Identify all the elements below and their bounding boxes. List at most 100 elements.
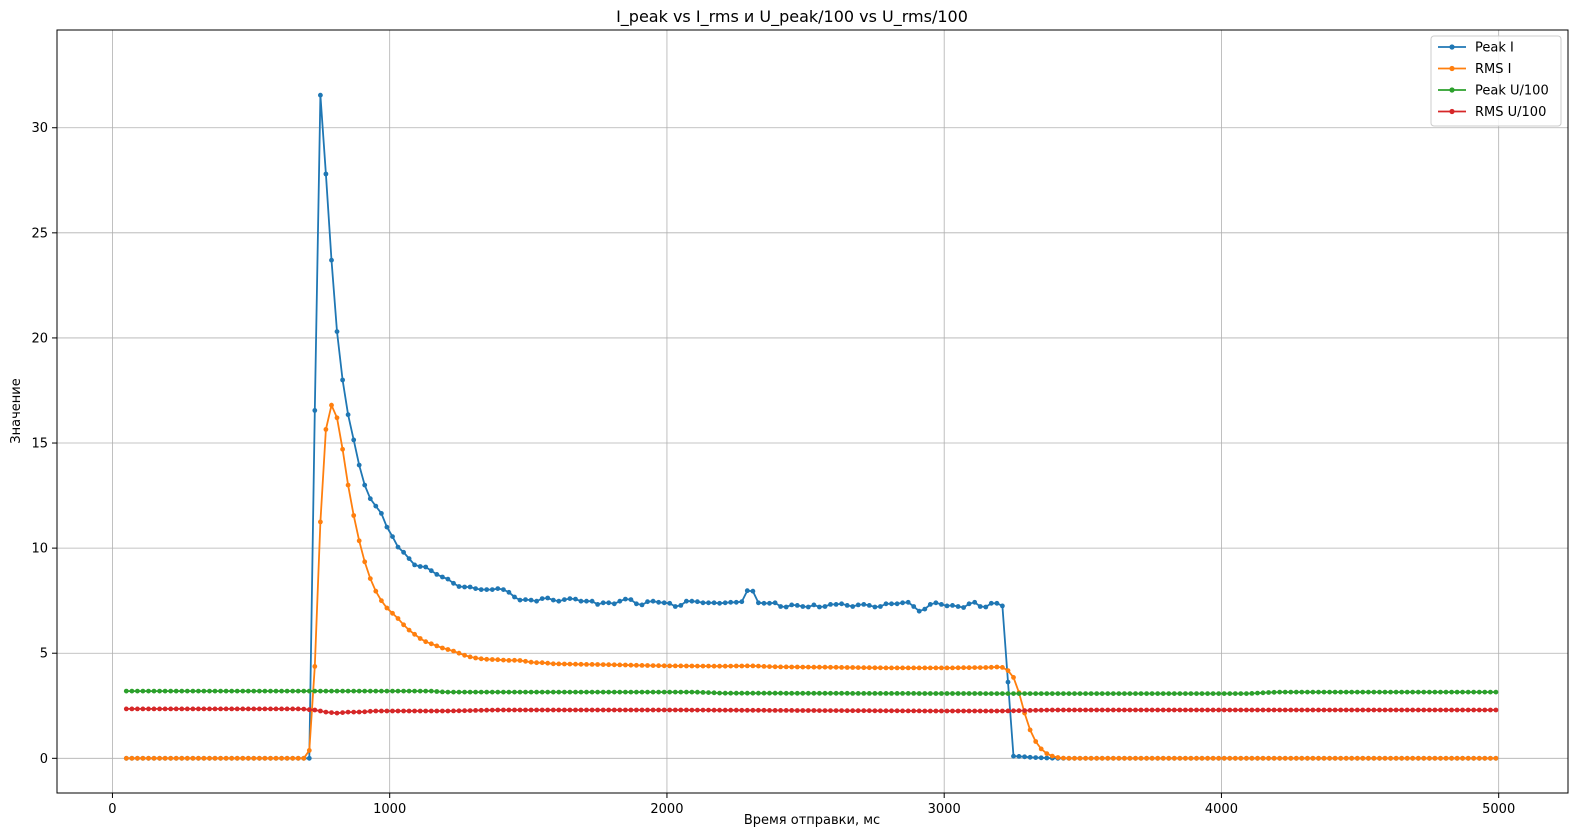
data-point	[1011, 753, 1016, 759]
data-point	[462, 584, 467, 590]
legend-marker	[1449, 65, 1455, 72]
data-point	[173, 706, 179, 712]
data-point	[1094, 691, 1100, 696]
data-point	[451, 708, 456, 714]
data-point	[767, 664, 772, 669]
data-point	[406, 556, 412, 561]
data-point	[761, 707, 767, 713]
data-point	[634, 662, 639, 668]
data-point	[728, 599, 734, 605]
data-point	[207, 755, 212, 761]
data-point	[672, 604, 678, 609]
data-point	[434, 708, 440, 714]
data-point	[1116, 707, 1122, 713]
data-point	[1049, 707, 1055, 713]
data-point	[634, 689, 639, 695]
data-point	[534, 707, 539, 713]
data-point	[1049, 691, 1055, 696]
data-point	[889, 691, 894, 696]
data-point	[234, 688, 240, 694]
data-point	[866, 691, 872, 696]
data-point	[1438, 707, 1443, 713]
data-point	[356, 709, 362, 715]
data-point	[789, 708, 795, 713]
data-point	[1183, 707, 1188, 713]
data-point	[1349, 755, 1355, 761]
data-point	[988, 664, 994, 670]
data-point	[1155, 755, 1161, 761]
data-point	[190, 706, 196, 712]
data-point	[1377, 755, 1382, 761]
data-point	[168, 706, 174, 712]
data-point	[811, 690, 817, 696]
data-point	[905, 708, 911, 714]
data-point	[1443, 755, 1449, 761]
data-point	[1188, 691, 1194, 696]
data-point	[883, 708, 889, 714]
legend-label: RMS I	[1475, 62, 1511, 77]
data-point	[384, 708, 390, 714]
data-point	[839, 708, 844, 713]
data-point	[1177, 691, 1183, 696]
data-point	[1266, 690, 1271, 695]
data-point	[1471, 755, 1477, 761]
data-point	[556, 707, 562, 713]
legend-marker	[1449, 44, 1455, 50]
data-point	[794, 690, 800, 696]
data-point	[1066, 755, 1072, 761]
data-point	[562, 597, 567, 602]
data-point	[983, 665, 989, 670]
data-point	[451, 689, 456, 695]
y-tick-label: 5	[40, 647, 48, 662]
data-point	[290, 688, 296, 694]
data-point	[667, 707, 673, 713]
data-point	[1171, 755, 1177, 761]
data-point	[517, 707, 523, 713]
y-tick-label: 10	[31, 542, 48, 557]
data-point	[395, 708, 401, 714]
data-point	[123, 706, 129, 712]
data-point	[295, 755, 301, 761]
data-point	[894, 691, 900, 696]
data-point	[700, 690, 706, 695]
data-point	[1354, 707, 1360, 713]
data-point	[850, 708, 856, 714]
data-point	[866, 603, 872, 608]
data-point	[611, 601, 617, 607]
data-point	[817, 708, 822, 713]
data-point	[778, 604, 783, 609]
data-point	[916, 665, 922, 671]
data-point	[911, 691, 917, 696]
data-point	[1366, 755, 1371, 761]
data-point	[1055, 707, 1061, 713]
data-point	[822, 604, 828, 609]
data-point	[927, 665, 933, 671]
data-point	[1133, 691, 1138, 696]
data-point	[534, 598, 539, 604]
data-point	[1194, 755, 1199, 761]
data-point	[1327, 755, 1332, 761]
data-point	[395, 688, 401, 694]
data-point	[695, 707, 700, 713]
data-point	[1454, 755, 1460, 761]
data-point	[1105, 691, 1111, 696]
data-point	[1343, 707, 1349, 713]
data-point	[872, 691, 878, 696]
data-point	[883, 665, 889, 671]
data-point	[905, 599, 911, 605]
data-point	[223, 688, 229, 694]
data-point	[1238, 707, 1244, 713]
data-point	[1221, 755, 1227, 761]
data-point	[1210, 691, 1216, 696]
data-point	[950, 665, 955, 671]
data-point	[1011, 675, 1016, 680]
data-point	[611, 707, 617, 713]
data-point	[667, 689, 673, 695]
data-point	[1199, 691, 1205, 696]
data-point	[234, 755, 240, 761]
data-point	[678, 663, 684, 669]
data-point	[417, 636, 423, 641]
legend-item: RMS U/100	[1438, 105, 1546, 120]
data-point	[129, 706, 135, 712]
data-point	[800, 664, 806, 670]
